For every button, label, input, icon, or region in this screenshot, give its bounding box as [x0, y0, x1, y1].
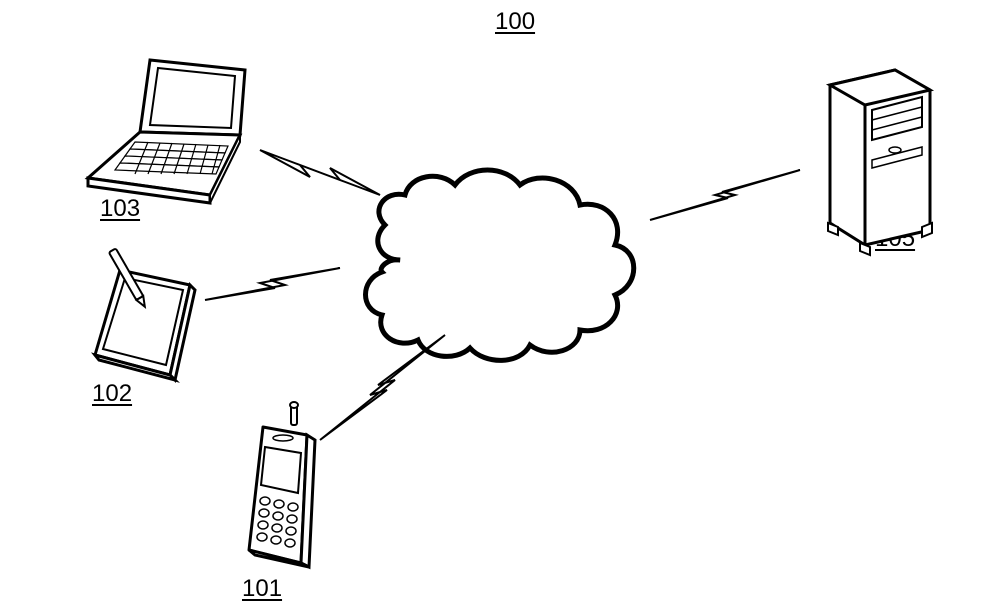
- laptop-icon: [88, 60, 245, 203]
- diagram-canvas: [0, 0, 1000, 606]
- phone-icon: [249, 402, 315, 567]
- server-icon: [828, 70, 932, 255]
- tablet-icon: [95, 248, 195, 380]
- cloud-icon: [366, 170, 634, 360]
